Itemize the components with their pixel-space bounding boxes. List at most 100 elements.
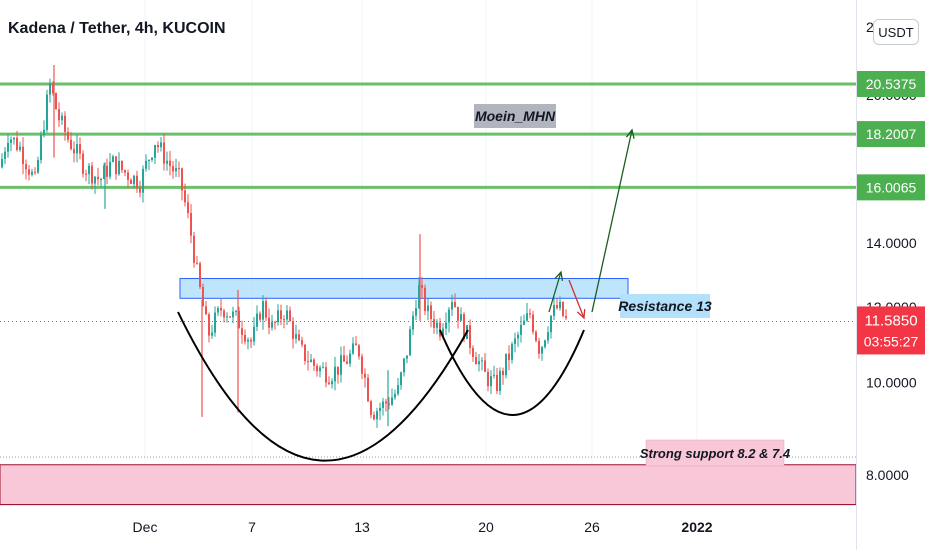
candle-67 (202, 283, 204, 307)
candle-84 (253, 317, 255, 346)
candle-15 (46, 89, 48, 133)
candle-41 (124, 169, 126, 177)
candle-body-76 (229, 316, 231, 318)
candle-body-66 (199, 263, 201, 287)
last-price-label-bg (857, 306, 925, 355)
candle-140 (421, 276, 423, 298)
candle-183 (550, 314, 552, 339)
candle-body-24 (73, 149, 75, 154)
zone-labels: Resistance 13 Strong support 8.2 & 7.4 Moe… (474, 104, 791, 467)
candle-185 (556, 298, 558, 310)
candle-94 (283, 315, 285, 329)
candle-body-10 (31, 171, 33, 175)
candle-186 (559, 296, 561, 311)
last-price-label: 11.5850 03:55:27 (857, 306, 925, 355)
candle-body-131 (394, 393, 396, 398)
candle-body-120 (361, 356, 363, 374)
candle-36 (109, 153, 111, 180)
candle-176 (529, 308, 531, 319)
support-label: Strong support 8.2 & 7.4 (640, 439, 791, 467)
candle-119 (358, 344, 360, 360)
candle-body-119 (358, 345, 360, 357)
candle-body-167 (502, 370, 504, 376)
candle-body-3 (10, 139, 12, 143)
candle-body-127 (382, 401, 384, 408)
price-tick-0: 8.0000 (866, 467, 909, 483)
candle-body-171 (514, 338, 516, 344)
candle-body-52 (157, 145, 159, 148)
candle-26 (79, 137, 81, 160)
candle-8 (25, 159, 27, 180)
candle-body-61 (184, 190, 186, 203)
candle-body-59 (178, 168, 180, 170)
candle-body-98 (295, 334, 297, 339)
candle-body-162 (487, 371, 489, 387)
candle-body-135 (406, 355, 408, 359)
candle-body-5 (16, 137, 18, 151)
candle-54 (163, 133, 165, 171)
candle-body-19 (58, 109, 60, 121)
candle-11 (34, 167, 36, 175)
candle-19 (58, 102, 60, 128)
candle-body-176 (529, 313, 531, 315)
candle-69 (208, 312, 210, 343)
candle-38 (115, 156, 117, 180)
candle-144 (433, 310, 435, 334)
candle-body-96 (289, 310, 291, 322)
candle-body-16 (49, 82, 51, 95)
candle-body-112 (337, 366, 339, 375)
candle-87 (262, 295, 264, 330)
support-label-bg (645, 439, 785, 467)
candle-145 (436, 319, 438, 335)
candle-127 (382, 397, 384, 416)
candle-body-73 (220, 308, 222, 311)
pattern-drawings (177, 311, 585, 462)
candle-body-115 (346, 361, 348, 364)
candle-83 (250, 337, 252, 349)
author-label-bg (474, 104, 556, 128)
currency-button[interactable]: USDT (873, 19, 919, 45)
candle-body-109 (328, 382, 330, 385)
candle-body-84 (253, 326, 255, 342)
candle-body-64 (193, 235, 195, 263)
candle-body-183 (550, 315, 552, 333)
candle-13 (40, 131, 42, 164)
candle-117 (352, 337, 354, 355)
candle-body-20 (61, 115, 63, 121)
author-label-text: Moein_MHN (475, 108, 556, 124)
candle-171 (514, 332, 516, 353)
candle-body-124 (373, 414, 375, 420)
candle-28 (85, 169, 87, 182)
candle-169 (508, 345, 510, 371)
candle-body-37 (112, 156, 114, 162)
candle-43 (130, 178, 132, 184)
candle-body-164 (493, 374, 495, 377)
candle-86 (259, 311, 261, 322)
candle-body-92 (277, 310, 279, 323)
candle-body-47 (142, 168, 144, 193)
candle-body-173 (520, 324, 522, 335)
candle-175 (526, 303, 528, 322)
candle-77 (232, 306, 234, 324)
candle-body-71 (214, 312, 216, 333)
time-tick-4: 26 (584, 519, 600, 535)
candle-71 (214, 306, 216, 337)
candle-body-165 (496, 374, 498, 391)
candle-75 (226, 312, 228, 323)
candle-135 (406, 355, 408, 364)
candle-body-152 (457, 306, 459, 321)
candle-body-43 (130, 179, 132, 184)
support-zone (0, 464, 857, 506)
candle-body-177 (532, 314, 534, 332)
candle-10 (31, 168, 33, 177)
candle-5 (16, 130, 18, 152)
candle-body-129 (388, 403, 390, 405)
candle-body-17 (52, 82, 54, 94)
candle-0 (1, 153, 3, 169)
candle-body-11 (34, 171, 36, 173)
candle-body-2 (7, 142, 9, 152)
candle-body-108 (325, 367, 327, 383)
candle-body-163 (490, 376, 492, 387)
candle-body-110 (331, 381, 333, 385)
